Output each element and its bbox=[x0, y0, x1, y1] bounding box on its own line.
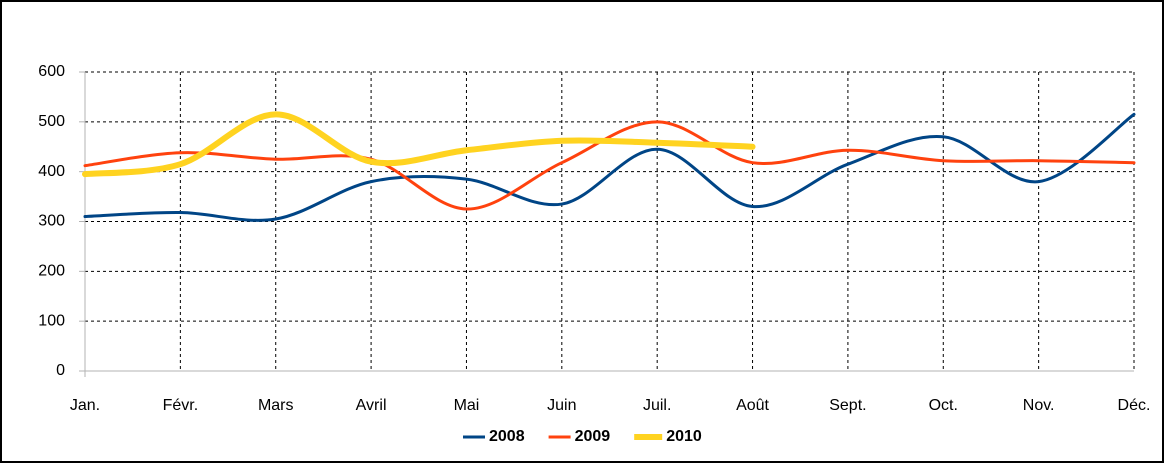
x-tick-label: Jan. bbox=[70, 397, 100, 414]
legend-label: 2008 bbox=[489, 428, 525, 445]
y-tick-label: 0 bbox=[56, 362, 65, 379]
x-tick-label: Mars bbox=[258, 397, 294, 414]
x-tick-label: Juil. bbox=[643, 397, 671, 414]
line-series bbox=[82, 111, 756, 178]
x-tick-label: Avril bbox=[356, 397, 387, 414]
y-tick-label: 100 bbox=[38, 312, 65, 329]
x-tick-label: Juin bbox=[547, 397, 576, 414]
x-tick-label: Mai bbox=[454, 397, 480, 414]
x-tick-label: Sept. bbox=[829, 397, 866, 414]
y-tick-label: 400 bbox=[38, 163, 65, 180]
x-tick-label: Oct. bbox=[929, 397, 958, 414]
y-tick-label: 300 bbox=[38, 213, 65, 230]
x-tick-label: Nov. bbox=[1023, 397, 1055, 414]
legend-label: 2009 bbox=[575, 428, 611, 445]
legend-label: 2010 bbox=[666, 428, 702, 445]
x-tick-label: Août bbox=[736, 397, 769, 414]
line-series bbox=[83, 112, 1136, 222]
x-tick-label: Févr. bbox=[163, 397, 199, 414]
x-tick-label: Déc. bbox=[1118, 397, 1151, 414]
y-tick-label: 500 bbox=[38, 113, 65, 130]
y-tick-label: 200 bbox=[38, 263, 65, 280]
y-tick-label: 600 bbox=[38, 63, 65, 80]
